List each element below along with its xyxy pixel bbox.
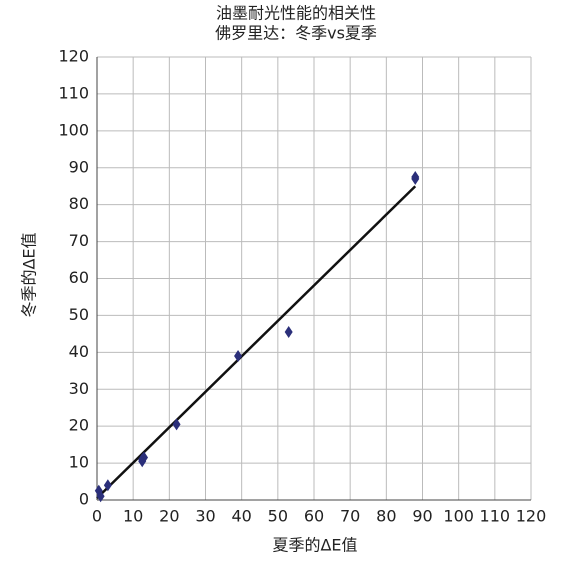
y-tick-label: 100 bbox=[58, 120, 89, 139]
data-point bbox=[138, 453, 147, 466]
y-tick-label: 10 bbox=[69, 453, 89, 472]
x-tick-label: 100 bbox=[443, 507, 474, 526]
y-tick-label: 110 bbox=[58, 83, 89, 102]
y-tick-label: 90 bbox=[69, 157, 89, 176]
y-tick-label: 80 bbox=[69, 194, 89, 213]
data-point bbox=[103, 479, 112, 492]
data-point bbox=[284, 326, 293, 339]
chart-title: 油墨耐光性能的相关性 bbox=[216, 4, 376, 23]
y-tick-label: 40 bbox=[69, 342, 89, 361]
x-tick-label: 60 bbox=[304, 507, 324, 526]
y-tick-label: 0 bbox=[79, 490, 89, 509]
x-tick-label: 80 bbox=[376, 507, 396, 526]
x-tick-label: 30 bbox=[195, 507, 215, 526]
data-point bbox=[234, 350, 243, 363]
y-axis-label: 冬季的ΔE值 bbox=[20, 232, 39, 317]
data-point bbox=[96, 490, 105, 503]
x-tick-label: 40 bbox=[231, 507, 251, 526]
y-tick-label: 30 bbox=[69, 379, 89, 398]
y-tick-label: 120 bbox=[58, 47, 89, 66]
x-tick-label: 120 bbox=[516, 507, 547, 526]
x-tick-label: 50 bbox=[268, 507, 288, 526]
x-tick-label: 70 bbox=[340, 507, 360, 526]
x-tick-label: 10 bbox=[123, 507, 143, 526]
chart-subtitle: 佛罗里达：冬季vs夏季 bbox=[215, 24, 377, 43]
data-point bbox=[172, 418, 181, 431]
x-tick-label: 20 bbox=[159, 507, 179, 526]
y-tick-label: 70 bbox=[69, 231, 89, 250]
x-axis-label: 夏季的ΔE值 bbox=[272, 536, 357, 555]
y-tick-label: 60 bbox=[69, 268, 89, 287]
data-point bbox=[411, 172, 420, 185]
x-tick-label: 110 bbox=[480, 507, 511, 526]
trendline bbox=[96, 185, 417, 500]
x-tick-label: 90 bbox=[412, 507, 432, 526]
y-tick-label: 20 bbox=[69, 416, 89, 435]
x-tick-label: 0 bbox=[92, 507, 102, 526]
y-tick-label: 50 bbox=[69, 305, 89, 324]
